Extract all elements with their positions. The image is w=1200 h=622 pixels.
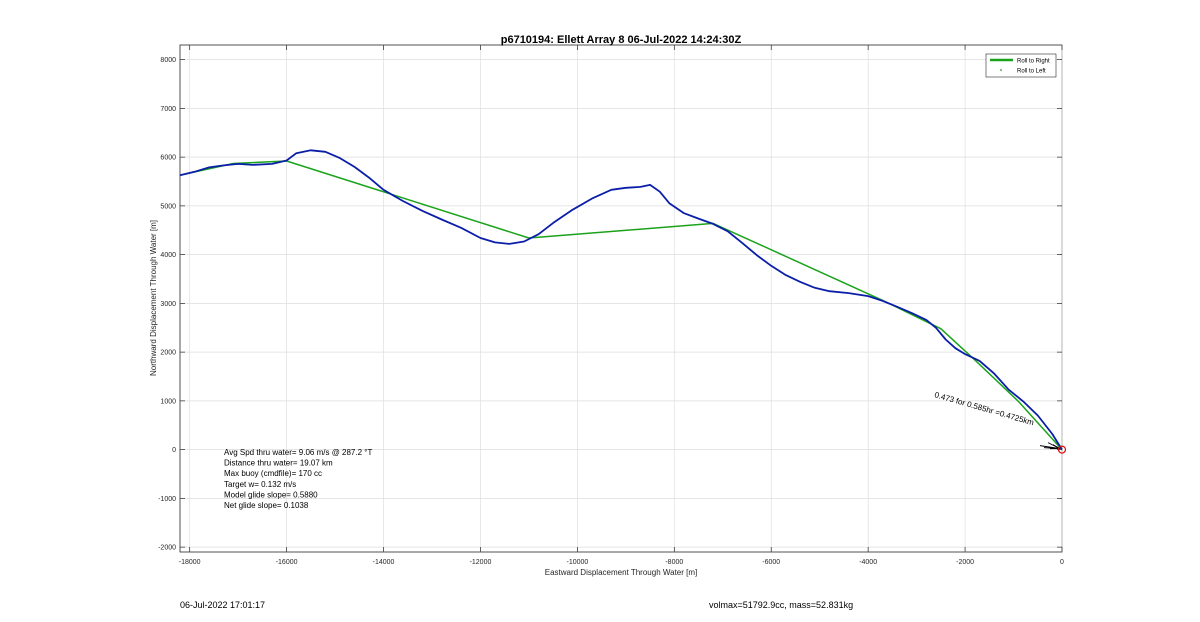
plot-area <box>179 44 1063 553</box>
x-tick-label: -18000 <box>179 559 201 566</box>
x-tick-label: 0 <box>1060 559 1064 566</box>
stats-annotation-line: Model glide slope= 0.5880 <box>224 490 318 499</box>
stats-annotation-line: Distance thru water= 19.07 km <box>224 459 333 468</box>
axis-ticks: -18000 -16000 -14000 -12000 -10000 -8000 -6000… <box>158 45 1064 566</box>
x-tick-label: -8000 <box>665 559 683 566</box>
y-tick-label: 5000 <box>160 203 176 210</box>
stats-annotation-line: Net glide slope= 0.1038 <box>224 501 309 510</box>
y-tick-label: 0 <box>172 447 176 454</box>
footer-volmax-mass: volmax=51792.9cc, mass=52.831kg <box>709 600 854 610</box>
x-axis-label: Eastward Displacement Through Water [m] <box>545 568 698 577</box>
legend-label-roll-left: Roll to Left <box>1017 69 1046 75</box>
x-tick-label: -10000 <box>566 559 588 566</box>
stats-annotation-line: Avg Spd thru water= 9.06 m/s @ 287.2 °T <box>224 448 372 457</box>
series-layer <box>179 149 1067 454</box>
stats-annotation-line: Max buoy (cmdfile)= 170 cc <box>224 469 322 478</box>
y-tick-label: 7000 <box>160 106 176 113</box>
end-marker <box>1057 445 1067 454</box>
x-tick-label: -2000 <box>956 559 974 566</box>
y-axis-label: Northward Displacement Through Water [m] <box>149 220 158 376</box>
stats-annotations: Avg Spd thru water= 9.06 m/s @ 287.2 °T D… <box>224 448 372 510</box>
series-line-roll-right <box>179 160 1063 451</box>
grid <box>180 45 1063 552</box>
x-tick-label: -4000 <box>859 559 877 566</box>
legend-swatch-roll-left <box>1000 69 1002 71</box>
legend: Roll to Right Roll to Left <box>985 53 1057 78</box>
x-tick-label: -14000 <box>373 559 395 566</box>
chart-title: p6710194: Ellett Array 8 06-Jul-2022 14:… <box>501 34 742 46</box>
y-tick-label: 4000 <box>160 252 176 259</box>
x-tick-label: -12000 <box>470 559 492 566</box>
footer-timestamp: 06-Jul-2022 17:01:17 <box>180 600 266 610</box>
y-tick-label: 6000 <box>160 155 176 162</box>
y-tick-label: 1000 <box>160 398 176 405</box>
y-tick-label: 2000 <box>160 350 176 357</box>
x-tick-label: -16000 <box>276 559 298 566</box>
y-tick-label: -2000 <box>158 545 176 552</box>
y-tick-label: 3000 <box>160 301 176 308</box>
y-tick-label: -1000 <box>158 496 176 503</box>
series-line-track <box>179 149 1063 451</box>
stats-annotation-line: Target w= 0.132 m/s <box>224 480 296 489</box>
x-tick-label: -6000 <box>762 559 780 566</box>
legend-label-roll-right: Roll to Right <box>1017 59 1050 65</box>
y-tick-label: 8000 <box>160 57 176 64</box>
